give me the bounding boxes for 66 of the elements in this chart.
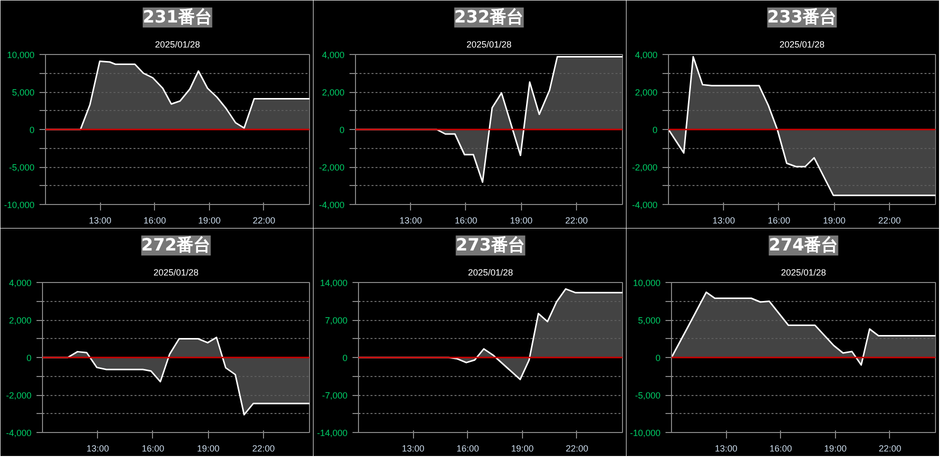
chart-subtitle: 2025/01/28 [153, 268, 199, 278]
chart-subtitle: 2025/01/28 [779, 40, 825, 50]
y-tick-label: 5,000 [12, 88, 35, 98]
y-tick-label: -10,000 [630, 428, 661, 438]
y-tick-label: 7,000 [324, 316, 348, 326]
chart-title: 274番台 [768, 236, 838, 256]
x-tick-label: 22:00 [878, 444, 902, 454]
x-tick-label: 16:00 [454, 216, 478, 226]
x-tick-label: 13:00 [399, 216, 422, 226]
x-tick-label: 22:00 [878, 216, 901, 226]
y-tick-label: 10,000 [632, 278, 661, 288]
x-tick-label: 22:00 [252, 444, 275, 454]
y-tick-label: 4,000 [8, 278, 32, 288]
y-tick-label: 0 [339, 125, 345, 135]
chart-subtitle: 2025/01/28 [780, 268, 826, 278]
chart-title: 231番台 [142, 8, 212, 28]
chart-subtitle: 2025/01/28 [468, 268, 514, 278]
x-tick-label: 22:00 [252, 216, 276, 226]
x-tick-label: 13:00 [88, 216, 112, 226]
x-tick-label: 16:00 [143, 216, 166, 226]
chart-subtitle: 2025/01/28 [466, 40, 512, 50]
y-tick-label: -4,000 [632, 200, 658, 210]
y-tick-label: -7,000 [322, 390, 348, 400]
y-tick-label: 2,000 [322, 88, 345, 98]
x-tick-label: 13:00 [402, 444, 424, 454]
y-tick-label: -5,000 [8, 162, 35, 172]
y-tick-label: 0 [652, 125, 658, 135]
x-tick-label: 16:00 [142, 444, 164, 454]
y-tick-label: 4,000 [634, 50, 658, 60]
y-tick-label: -4,000 [6, 428, 32, 438]
y-tick-label: 2,000 [634, 88, 658, 98]
y-tick-label: -4,000 [318, 200, 345, 210]
y-tick-label: -2,000 [632, 162, 658, 172]
y-tick-label: -2,000 [318, 162, 345, 172]
chart-title: 233番台 [767, 8, 837, 28]
x-tick-label: 22:00 [565, 216, 588, 226]
x-tick-label: 16:00 [768, 216, 790, 226]
x-tick-label: 19:00 [824, 444, 847, 454]
y-tick-label: 0 [342, 353, 348, 363]
x-tick-label: 19:00 [198, 216, 221, 226]
y-tick-label: 14,000 [320, 278, 348, 288]
chart-subtitle: 2025/01/28 [154, 40, 200, 50]
x-tick-label: 13:00 [86, 444, 110, 454]
y-tick-label: 0 [26, 353, 32, 363]
x-tick-label: 19:00 [822, 216, 846, 226]
x-tick-label: 13:00 [714, 444, 738, 454]
x-tick-label: 22:00 [566, 444, 588, 454]
y-tick-label: 2,000 [8, 316, 32, 326]
chart-title: 232番台 [454, 8, 524, 28]
y-tick-label: 5,000 [638, 316, 661, 326]
x-tick-label: 19:00 [511, 444, 534, 454]
y-tick-label: 10,000 [6, 50, 35, 60]
x-tick-label: 16:00 [456, 444, 480, 454]
y-tick-label: -14,000 [316, 428, 348, 438]
y-tick-label: 4,000 [322, 50, 345, 60]
y-tick-label: 0 [29, 125, 35, 135]
y-tick-label: 0 [655, 353, 661, 363]
x-tick-label: 16:00 [769, 444, 792, 454]
y-tick-label: -5,000 [634, 390, 661, 400]
chart-title: 273番台 [456, 236, 526, 256]
y-tick-label: -10,000 [4, 200, 35, 210]
x-tick-label: 13:00 [712, 216, 736, 226]
x-tick-label: 19:00 [510, 216, 532, 226]
y-tick-label: -2,000 [6, 390, 32, 400]
chart-title: 272番台 [141, 236, 211, 256]
x-tick-label: 19:00 [196, 444, 220, 454]
